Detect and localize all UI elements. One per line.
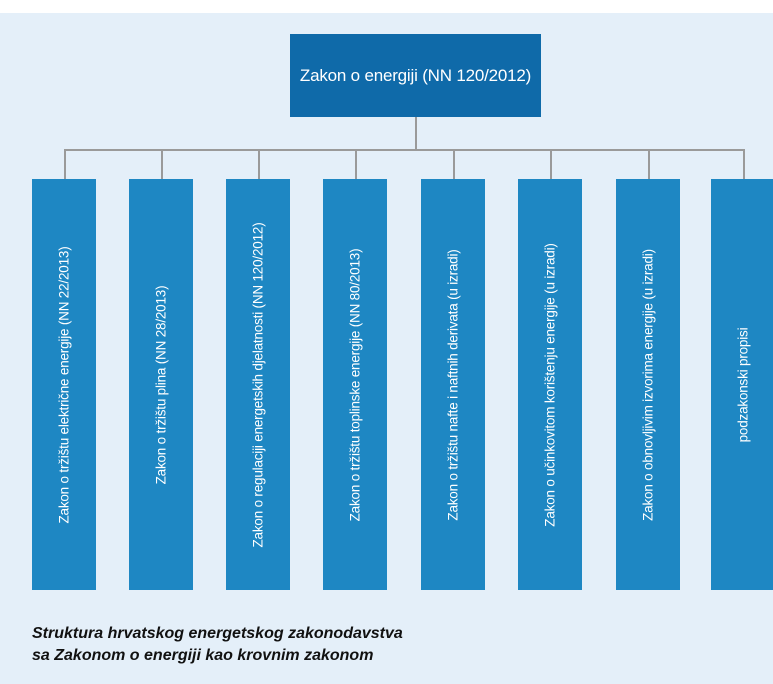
leaf-connector [355, 149, 357, 179]
leaf-node-renewables-law: Zakon o obnovljivim izvorima energije (u… [616, 179, 680, 590]
leaf-connector [258, 149, 260, 179]
leaf-node-label: Zakon o tržištu toplinske energije (NN 8… [347, 248, 363, 521]
leaf-node-gas-market-law: Zakon o tržištu plina (NN 28/2013) [129, 179, 193, 590]
leaf-node-label: Zakon o obnovljivim izvorima energije (u… [640, 248, 656, 521]
figure-caption: Struktura hrvatskog energetskog zakonoda… [32, 623, 403, 667]
leaf-connector [648, 149, 650, 179]
leaf-node-heat-market-law: Zakon o tržištu toplinske energije (NN 8… [323, 179, 387, 590]
leaf-connector [161, 149, 163, 179]
root-connector [415, 117, 417, 150]
horizontal-connector [64, 149, 745, 151]
leaf-node-bylaws: podzakonski propisi [711, 179, 773, 590]
leaf-connector [453, 149, 455, 179]
caption-line-1: Struktura hrvatskog energetskog zakonoda… [32, 625, 403, 642]
leaf-node-energy-regulation-law: Zakon o regulaciji energetskih djelatnos… [226, 179, 290, 590]
leaf-connector [550, 149, 552, 179]
leaf-connector [743, 149, 745, 179]
leaf-node-label: Zakon o učinkovitom korištenju energije … [542, 242, 558, 527]
root-node-label: Zakon o energiji (NN 120/2012) [299, 65, 532, 85]
leaf-node-label: podzakonski propisi [735, 327, 751, 442]
leaf-node-label: Zakon o tržištu električne energije (NN … [56, 245, 72, 524]
caption-line-2: sa Zakonom o energiji kao krovnim zakono… [32, 647, 374, 664]
leaf-node-oil-market-law: Zakon o tržištu nafte i naftnih derivata… [421, 179, 485, 590]
leaf-node-label: Zakon o tržištu plina (NN 28/2013) [153, 285, 169, 484]
root-node: Zakon o energiji (NN 120/2012) [290, 34, 541, 117]
leaf-connector [64, 149, 66, 179]
leaf-node-electricity-market-law: Zakon o tržištu električne energije (NN … [32, 179, 96, 590]
leaf-node-energy-efficiency-law: Zakon o učinkovitom korištenju energije … [518, 179, 582, 590]
leaf-node-label: Zakon o tržištu nafte i naftnih derivata… [445, 248, 461, 521]
leaf-node-label: Zakon o regulaciji energetskih djelatnos… [250, 222, 266, 547]
